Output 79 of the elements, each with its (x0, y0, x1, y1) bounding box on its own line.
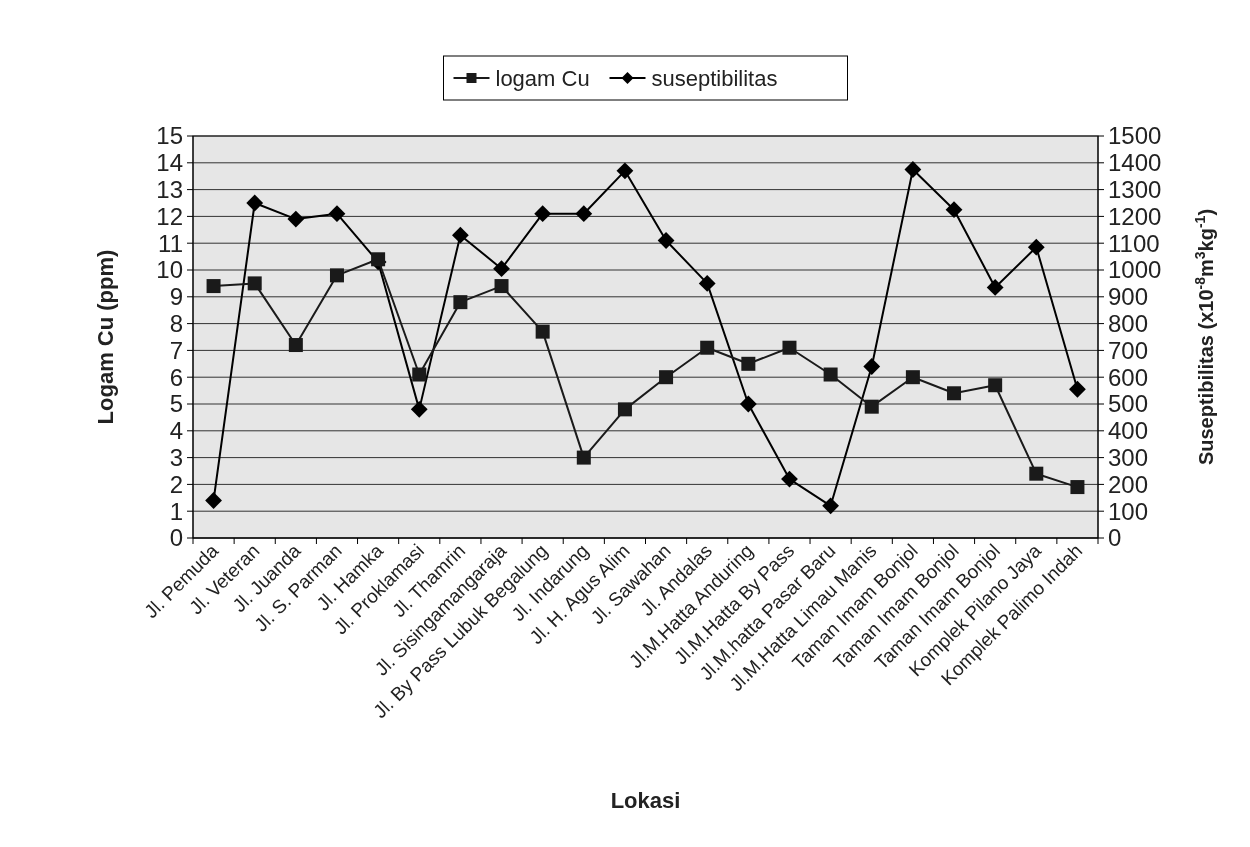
legend-label: suseptibilitas (651, 65, 778, 91)
point (493, 260, 510, 278)
point (451, 226, 469, 244)
y2-tick-label: 1100 (1108, 229, 1160, 257)
point (247, 276, 262, 291)
y-tick-label: 2 (169, 470, 183, 498)
y-tick-label: 7 (169, 336, 183, 364)
y-axis-title: Logam Cu (ppm) (93, 249, 118, 425)
point (371, 252, 386, 267)
point (328, 205, 346, 223)
point (494, 279, 509, 294)
y-tick-label: 3 (169, 444, 183, 471)
point (1027, 238, 1045, 256)
y2-tick-label: 100 (1108, 497, 1149, 525)
point (657, 232, 675, 249)
y2-tick-label: 400 (1108, 417, 1149, 445)
point (823, 367, 838, 382)
y2-tick-label: 800 (1108, 310, 1149, 337)
point (616, 162, 634, 180)
y-tick-label: 10 (156, 256, 183, 284)
point (863, 358, 881, 375)
point (1070, 480, 1085, 495)
x-axis-title: Lokasi (610, 788, 681, 813)
y-tick-label: 1 (169, 497, 183, 525)
y2-tick-label: 900 (1108, 283, 1149, 311)
y-tick-label: 4 (169, 417, 183, 445)
point (822, 497, 840, 515)
y2-tick-label: 700 (1108, 336, 1149, 364)
legend-label: logam Cu (495, 65, 590, 91)
point (288, 338, 303, 353)
point (246, 194, 264, 212)
y-tick-label: 15 (156, 122, 183, 150)
y-tick-label: 6 (169, 363, 183, 391)
point (410, 400, 428, 418)
y2-tick-label: 200 (1108, 470, 1149, 498)
y2-tick-label: 1300 (1108, 176, 1162, 203)
point (986, 279, 1004, 296)
point (1029, 466, 1044, 481)
point (904, 161, 922, 178)
y-tick-label: 12 (156, 202, 183, 230)
point (781, 470, 798, 488)
point (617, 402, 632, 417)
point (700, 340, 715, 355)
y-tick-label: 9 (169, 283, 183, 311)
y-tick-label: 14 (156, 149, 183, 177)
point (659, 370, 674, 385)
y2-tick-label: 1200 (1108, 202, 1162, 230)
y2-tick-label: 1000 (1108, 256, 1162, 284)
point (287, 210, 305, 228)
point (412, 367, 427, 382)
y2-tick-label: 500 (1108, 390, 1149, 418)
point (205, 492, 222, 509)
point (782, 340, 797, 355)
point (698, 275, 716, 292)
y-tick-label: 5 (169, 390, 183, 418)
point (945, 201, 963, 219)
point (905, 370, 920, 385)
point (206, 279, 221, 294)
point (988, 378, 1003, 393)
point (575, 205, 593, 223)
point (741, 356, 756, 371)
y-tick-label: 13 (156, 176, 183, 203)
point (576, 450, 591, 465)
y2-tick-label: 1400 (1108, 149, 1162, 177)
y2-tick-label: 300 (1108, 444, 1149, 471)
point (453, 295, 468, 310)
y-tick-label: 11 (158, 229, 183, 257)
y2-tick-label: 0 (1108, 524, 1122, 552)
point (329, 268, 344, 283)
point (535, 324, 550, 339)
y-tick-label: 8 (169, 310, 183, 337)
y-tick-label: 0 (169, 524, 183, 552)
y2-tick-label: 1500 (1108, 122, 1162, 150)
point (1069, 380, 1086, 398)
y2-tick-label: 600 (1108, 363, 1149, 391)
point (947, 386, 962, 401)
point (864, 399, 879, 414)
point (739, 395, 757, 413)
point (534, 205, 552, 223)
